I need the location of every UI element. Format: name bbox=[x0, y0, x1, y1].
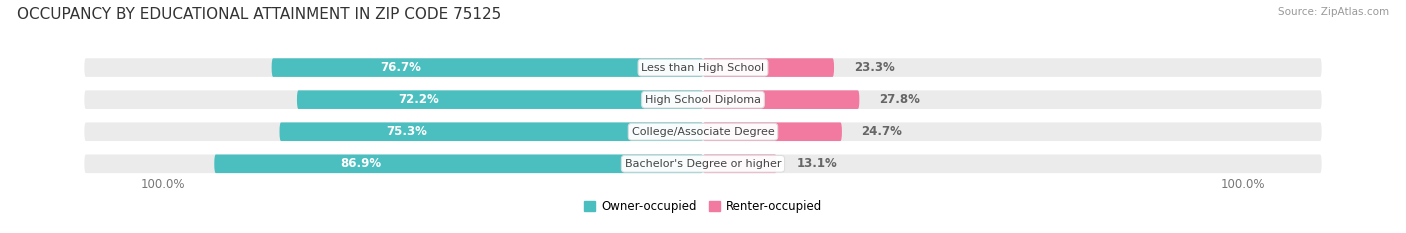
FancyBboxPatch shape bbox=[703, 122, 842, 141]
Text: High School Diploma: High School Diploma bbox=[645, 95, 761, 105]
Text: College/Associate Degree: College/Associate Degree bbox=[631, 127, 775, 137]
Text: 23.3%: 23.3% bbox=[853, 61, 894, 74]
FancyBboxPatch shape bbox=[84, 154, 1322, 173]
FancyBboxPatch shape bbox=[84, 58, 1322, 77]
Text: 76.7%: 76.7% bbox=[381, 61, 422, 74]
Text: 100.0%: 100.0% bbox=[141, 178, 186, 191]
FancyBboxPatch shape bbox=[84, 122, 1322, 141]
FancyBboxPatch shape bbox=[280, 122, 703, 141]
Text: Bachelor's Degree or higher: Bachelor's Degree or higher bbox=[624, 159, 782, 169]
FancyBboxPatch shape bbox=[703, 90, 859, 109]
Text: OCCUPANCY BY EDUCATIONAL ATTAINMENT IN ZIP CODE 75125: OCCUPANCY BY EDUCATIONAL ATTAINMENT IN Z… bbox=[17, 7, 501, 22]
Text: 72.2%: 72.2% bbox=[398, 93, 439, 106]
Text: 13.1%: 13.1% bbox=[796, 157, 837, 170]
FancyBboxPatch shape bbox=[271, 58, 703, 77]
Text: Less than High School: Less than High School bbox=[641, 63, 765, 73]
FancyBboxPatch shape bbox=[703, 58, 834, 77]
FancyBboxPatch shape bbox=[214, 154, 703, 173]
Text: 27.8%: 27.8% bbox=[879, 93, 920, 106]
FancyBboxPatch shape bbox=[297, 90, 703, 109]
Text: 86.9%: 86.9% bbox=[340, 157, 381, 170]
Text: Source: ZipAtlas.com: Source: ZipAtlas.com bbox=[1278, 7, 1389, 17]
FancyBboxPatch shape bbox=[84, 90, 1322, 109]
Text: 100.0%: 100.0% bbox=[1220, 178, 1265, 191]
Text: 24.7%: 24.7% bbox=[862, 125, 903, 138]
Text: 75.3%: 75.3% bbox=[387, 125, 427, 138]
FancyBboxPatch shape bbox=[703, 154, 776, 173]
Legend: Owner-occupied, Renter-occupied: Owner-occupied, Renter-occupied bbox=[579, 195, 827, 218]
